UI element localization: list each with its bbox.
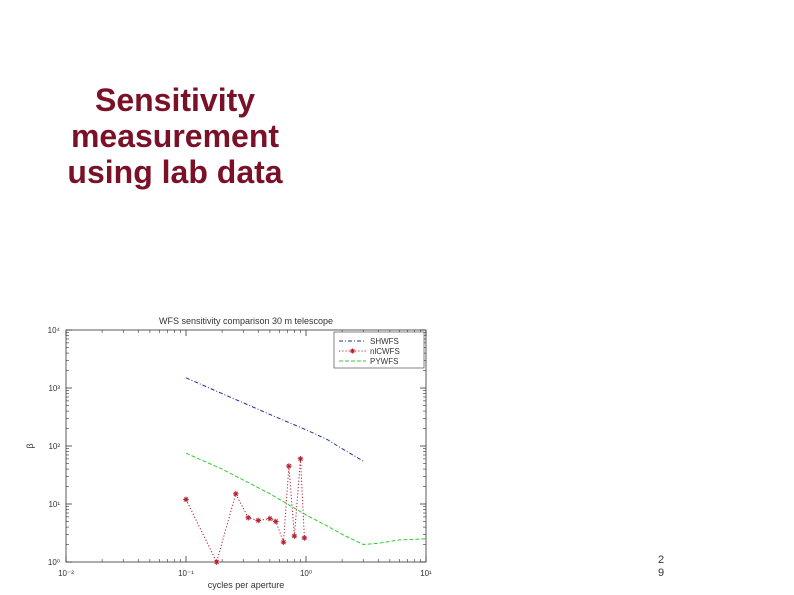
series-line-nlcwfs: [185, 458, 305, 564]
legend-box: [333, 331, 425, 369]
y-tick-label: 10²: [48, 442, 60, 451]
y-axis-label: β: [25, 443, 35, 448]
page-number: 2 9: [655, 554, 667, 580]
x-tick-label: 10⁻¹: [178, 569, 194, 578]
page-number-digit-2: 9: [657, 567, 665, 579]
x-tick-label: 10⁰: [300, 569, 312, 578]
x-axis-label: cycles per aperture: [208, 580, 285, 590]
y-tick-label: 10³: [48, 384, 60, 393]
y-tick-label: 10¹: [48, 500, 60, 509]
data-point-nlcwfs: [255, 517, 262, 524]
data-point-nlcwfs: [183, 496, 189, 503]
legend-label-nlcwfs: nlCWFS: [370, 347, 400, 356]
series-line-shwfs: [185, 377, 364, 462]
data-point-nlcwfs: [280, 539, 287, 545]
legend-label-shwfs: SHWFS: [370, 337, 399, 346]
data-point-nlcwfs: [213, 559, 220, 565]
x-tick-label: 10⁻²: [58, 569, 74, 578]
data-point-nlcwfs: [297, 456, 304, 462]
page-number-digit-1: 2: [657, 554, 665, 566]
data-point-nlcwfs: [286, 463, 292, 469]
y-tick-label: 10⁴: [48, 326, 61, 335]
data-point-nlcwfs: [232, 490, 239, 497]
slide-title-line-2: measurement: [70, 118, 280, 154]
chart-title: WFS sensitivity comparison 30 m telescop…: [159, 316, 333, 326]
y-tick-label: 10⁰: [48, 558, 60, 567]
data-point-nlcwfs: [272, 518, 279, 525]
slide-title-line-3: using lab data: [67, 154, 283, 190]
data-point-nlcwfs: [245, 514, 252, 521]
data-point-nlcwfs: [301, 535, 308, 541]
legend-label-pywfs: PYWFS: [370, 357, 398, 366]
series-line-pywfs: [185, 452, 427, 546]
data-point-nlcwfs: [291, 533, 298, 539]
slide-title-line-1: Sensitivity: [94, 82, 256, 118]
data-point-nlcwfs: [267, 515, 273, 522]
legend-marker-nlcwfs: [350, 348, 355, 354]
x-tick-label: 10¹: [420, 569, 432, 578]
slide-title: Sensitivity measurement using lab data: [40, 82, 310, 190]
